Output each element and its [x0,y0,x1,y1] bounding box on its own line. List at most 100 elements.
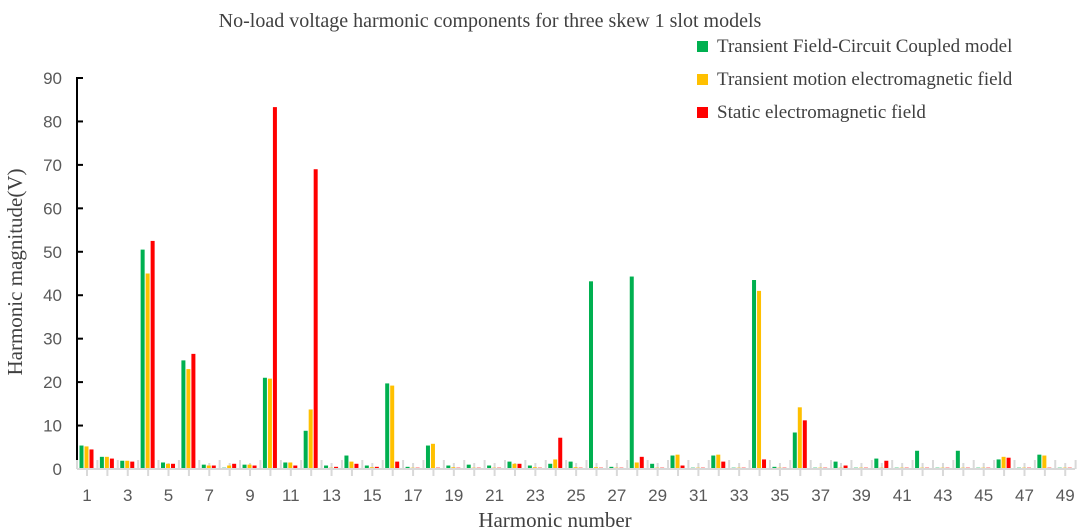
bar-2-h18 [430,443,435,468]
bar-1-h10 [262,377,267,468]
bar-1-h26 [589,281,593,468]
x-tick-label: 47 [1015,486,1034,505]
bar-1-h18 [425,445,430,468]
x-tick-label: 25 [567,486,586,505]
bar-2-h8 [227,465,232,468]
bar-1-h12 [303,430,308,468]
bar-1-h29 [650,463,655,468]
bar-2-h1 [84,446,89,468]
bar-1-h38 [833,461,838,468]
bar-2-h30 [675,454,680,468]
bar-3-h36 [802,420,807,468]
bar-3-h32 [721,461,726,468]
bar-2-h23 [532,467,537,468]
x-tick-label: 43 [933,486,952,505]
bar-1-h17 [405,466,410,468]
bar-1-h5 [161,462,166,468]
x-tick-label: 29 [648,486,667,505]
x-tick-label: 37 [811,486,830,505]
bar-2-h4 [145,273,150,468]
x-tick-label: 13 [322,486,341,505]
y-axis-label: Harmonic magnitude(V) [3,168,27,375]
legend-swatch-2 [697,74,708,85]
bar-1-h22 [507,461,512,468]
bar-1-h9 [242,464,247,468]
legend-swatch-1 [697,41,708,52]
bar-3-h14 [354,463,359,468]
x-tick-label: 35 [770,486,789,505]
y-tick-label: 10 [43,417,62,436]
bar-2-h15 [369,467,374,468]
bar-1-h1 [79,445,84,468]
bar-1-h15 [364,465,369,468]
x-tick-label: 27 [607,486,626,505]
legend: Transient Field-Circuit Coupled model Tra… [697,36,1013,123]
legend-label-3: Static electromagnetic field [717,102,926,123]
x-axis-label: Harmonic number [478,508,631,532]
bar-3-h28 [639,456,644,468]
y-tick-label: 40 [43,286,62,305]
bar-2-h32 [716,454,721,468]
bar-1-h20 [466,464,471,468]
bar-2-h11 [288,462,293,468]
bar-3-h46 [1006,457,1011,468]
bar-3-h8 [232,463,237,468]
bar-3-h9 [252,465,257,468]
y-tick-label: 60 [43,199,62,218]
bar-1-h4 [140,249,145,468]
bar-3-h3 [130,461,135,468]
legend-label-1: Transient Field-Circuit Coupled model [717,36,1012,57]
bar-3-h34 [762,459,767,468]
bar-1-h30 [670,455,675,468]
bar-2-h22 [512,463,517,468]
bar-3-h11 [293,465,298,468]
bar-2-h46 [1001,456,1006,468]
chart-title: No-load voltage harmonic components for … [219,10,762,32]
bars [79,107,1072,468]
bar-3-h10 [272,107,277,468]
bar-3-h38 [843,465,848,468]
bar-1-h27 [609,466,614,468]
bar-2-h36 [797,407,802,468]
x-tick-label: 21 [485,486,504,505]
bar-2-h26 [594,467,598,468]
legend-swatch-3 [697,107,708,118]
y-tick-label: 70 [43,156,62,175]
bar-2-h10 [267,378,272,468]
bar-2-h28 [634,462,639,468]
bar-3-h5 [171,463,176,468]
x-tick-label: 39 [852,486,871,505]
y-tick-label: 20 [43,373,62,392]
x-tick-label: 31 [689,486,708,505]
bar-1-h13 [324,465,329,468]
bar-2-h9 [247,464,252,468]
y-axis: 0 10 20 30 40 50 60 70 80 90 [43,69,83,479]
y-tick-label: 30 [43,330,62,349]
bar-2-h3 [125,460,130,468]
bar-3-h7 [211,465,216,468]
y-tick-label: 80 [43,112,62,131]
bar-1-h6 [181,360,186,468]
bar-1-h11 [283,462,288,468]
bar-1-h16 [385,383,390,468]
x-tick-label: 5 [164,486,173,505]
bar-2-h6 [186,369,191,468]
x-tick-label: 17 [404,486,423,505]
bar-1-h48 [1037,454,1042,468]
bar-1-h36 [792,432,797,468]
bar-3-h15 [374,466,379,468]
legend-label-2: Transient motion electromagnetic field [717,69,1013,90]
bar-3-h40 [884,460,889,468]
bar-1-h46 [996,459,1001,468]
bar-1-h42 [915,450,920,468]
y-tick-label: 0 [53,460,62,479]
bar-1-h21 [487,465,492,468]
bar-1-h3 [120,460,125,468]
x-tick-label: 49 [1056,486,1075,505]
bar-3-h12 [313,169,318,468]
bar-2-h12 [308,409,313,468]
bar-3-h6 [191,353,196,468]
bar-1-h28 [629,276,634,468]
bar-3-h22 [517,463,522,468]
x-tick-label: 9 [245,486,254,505]
